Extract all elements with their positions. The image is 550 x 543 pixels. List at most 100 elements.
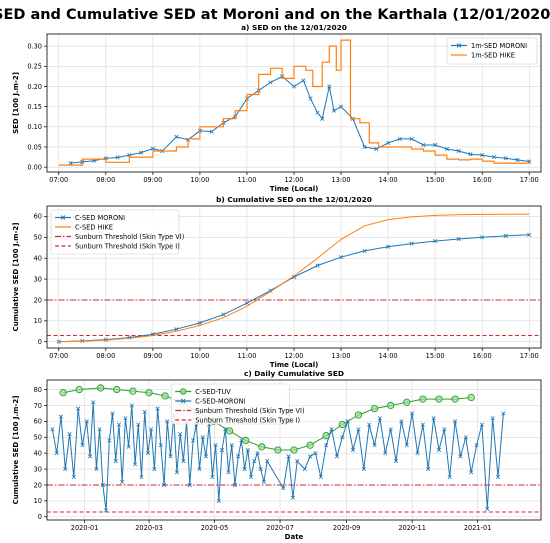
data-point-x xyxy=(152,467,157,472)
data-point-x xyxy=(362,144,367,150)
data-point-x xyxy=(155,406,160,411)
x-tick-label: 2021-01 xyxy=(464,524,492,532)
data-point-x xyxy=(116,422,122,427)
x-tick-label: 10:00 xyxy=(190,176,209,184)
data-point-x xyxy=(313,451,318,456)
data-point-x xyxy=(397,136,402,141)
data-point-x xyxy=(388,427,393,432)
data-point-x xyxy=(190,438,196,443)
data-point-x xyxy=(433,142,438,148)
data-point-x xyxy=(327,84,332,89)
y-tick-label: 60 xyxy=(34,418,42,426)
data-point-circle xyxy=(435,395,443,403)
data-point-x xyxy=(420,422,425,427)
x-tick-label: 12:00 xyxy=(284,176,303,184)
data-point-x xyxy=(485,506,490,511)
x-tick-label: 07:00 xyxy=(49,352,68,360)
data-point-x xyxy=(252,459,257,464)
x-tick-label: 14:00 xyxy=(379,176,398,184)
data-point-x xyxy=(286,454,291,459)
data-point-circle xyxy=(129,387,137,395)
data-point-x xyxy=(87,454,93,459)
x-tick-label: 11:00 xyxy=(237,176,256,184)
data-point-x xyxy=(56,339,61,344)
series-line xyxy=(70,75,530,164)
data-point-x xyxy=(495,474,501,480)
data-point-x xyxy=(63,467,68,472)
series-line xyxy=(58,213,530,343)
panel-cumulative-sed: b) Cumulative SED on the 12/01/2020 07:00… xyxy=(12,195,542,369)
y-tick-label: 0.30 xyxy=(27,42,42,50)
data-point-circle xyxy=(258,443,266,451)
data-point-x xyxy=(187,482,192,488)
data-point-x xyxy=(480,152,485,158)
data-point-x xyxy=(142,409,147,414)
data-point-x xyxy=(216,498,221,503)
data-point-x xyxy=(132,462,138,467)
data-point-x xyxy=(242,467,247,472)
data-point-x xyxy=(115,155,120,160)
x-tick-label: 2020-11 xyxy=(398,524,426,532)
data-point-x xyxy=(181,459,186,464)
x-tick-label: 09:00 xyxy=(143,352,162,360)
data-point-x xyxy=(139,474,144,480)
panel-title: c) Daily Cumulative SED xyxy=(244,369,344,378)
data-point-x xyxy=(338,104,344,109)
plot-area xyxy=(47,213,541,344)
data-point-x xyxy=(291,84,297,89)
data-point-x xyxy=(324,443,329,448)
legend-box xyxy=(170,383,290,425)
data-point-x xyxy=(386,244,391,249)
y-tick-label: 80 xyxy=(34,386,42,394)
data-point-x xyxy=(80,443,85,448)
data-point-x xyxy=(345,419,350,424)
data-point-x xyxy=(334,454,340,459)
data-point-x xyxy=(239,438,244,443)
data-point-x xyxy=(291,274,297,280)
data-point-x xyxy=(527,232,532,237)
data-point-x xyxy=(210,474,215,480)
data-point-x xyxy=(436,447,442,453)
x-tick-label: 2020-07 xyxy=(266,524,294,532)
x-tick-label: 16:00 xyxy=(473,352,492,360)
data-point-x xyxy=(54,451,59,456)
data-point-x xyxy=(149,427,154,432)
figure-title: SED and Cumulative SED at Moroni and on … xyxy=(0,7,550,23)
legend-label: Sunburn Threshold (Skin Type I) xyxy=(195,416,300,424)
y-tick-label: 0.05 xyxy=(27,143,42,151)
y-axis-label: Cumulative SED [100 J.m-2] xyxy=(12,223,20,332)
y-axis-label: SED [100 J.m-2] xyxy=(12,72,20,134)
data-point-circle xyxy=(274,446,282,454)
data-point-x xyxy=(308,454,313,459)
y-tick-label: 20 xyxy=(34,296,42,304)
x-tick-label: 14:00 xyxy=(379,352,398,360)
data-point-x xyxy=(426,467,431,472)
y-tick-label: 0.00 xyxy=(27,163,42,171)
data-point-x xyxy=(236,454,241,459)
x-tick-label: 08:00 xyxy=(96,352,115,360)
data-point-circle xyxy=(75,385,83,394)
data-point-x xyxy=(415,451,420,456)
axes-frame xyxy=(46,379,542,521)
x-tick-label: 15:00 xyxy=(426,352,445,360)
axes-frame xyxy=(46,33,542,173)
x-tick-label: 2020-09 xyxy=(333,524,361,532)
data-point-x xyxy=(372,443,377,448)
data-point-x xyxy=(399,419,404,424)
data-point-x xyxy=(362,248,367,253)
data-point-x xyxy=(480,235,485,240)
data-point-x xyxy=(174,134,179,139)
data-point-x xyxy=(245,447,250,453)
data-point-circle xyxy=(370,404,379,413)
data-point-x xyxy=(145,451,151,456)
data-point-x xyxy=(301,78,306,83)
data-point-x xyxy=(315,110,320,115)
legend-label: C-SED-TUV xyxy=(195,388,231,396)
y-tick-label: 30 xyxy=(34,275,42,283)
data-point-x xyxy=(409,241,414,246)
data-point-x xyxy=(393,459,399,464)
data-point-x xyxy=(258,467,263,472)
data-point-x xyxy=(139,150,144,155)
